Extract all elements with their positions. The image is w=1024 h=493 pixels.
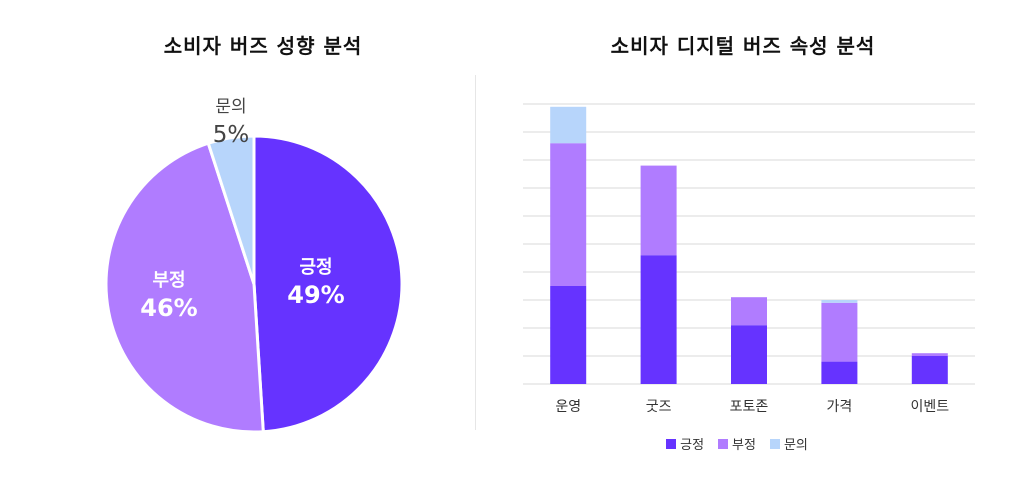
bar-negative-1 <box>640 165 677 256</box>
pie-slice-negative <box>104 141 265 434</box>
pie-value-negative: 46% <box>140 294 197 322</box>
pie-label-positive: 긍정 <box>299 257 332 278</box>
legend-item-positive: 긍정 <box>666 434 704 453</box>
legend-label-negative: 부정 <box>732 438 756 453</box>
bar-positive-1 <box>640 255 677 384</box>
bar-negative-2 <box>731 297 767 326</box>
x-tick-label: 포토존 <box>730 399 769 415</box>
bar-positive-2 <box>731 325 767 384</box>
pie-label-inquiry: 문의 <box>215 97 246 117</box>
legend-swatch-negative <box>718 438 729 449</box>
bar-positive-3 <box>821 361 858 384</box>
x-tick-label: 이벤트 <box>910 399 949 415</box>
pie-value-positive: 49% <box>287 281 344 309</box>
bar-negative-4 <box>911 353 948 356</box>
x-tick-label: 가격 <box>827 399 853 415</box>
bar-positive-0 <box>550 286 587 384</box>
legend-swatch-positive <box>666 438 677 449</box>
bar-negative-3 <box>821 302 858 362</box>
legend-swatch-inquiry <box>769 438 780 449</box>
pie-slice-positive <box>252 134 404 434</box>
bar-chart-legend: 긍정 부정 문의 <box>500 434 974 453</box>
pie-chart-title: 소비자 버즈 성향 분석 <box>163 34 363 58</box>
bar-positive-4 <box>911 356 948 384</box>
x-tick-label: 굿즈 <box>646 399 672 415</box>
x-tick-label: 운영 <box>555 399 581 415</box>
bar-negative-0 <box>550 143 587 286</box>
legend-label-positive: 긍정 <box>680 438 705 453</box>
bar-inquiry-3 <box>821 300 858 303</box>
panel-divider <box>475 75 476 430</box>
bar-chart-title: 소비자 디지털 버즈 속성 분석 <box>610 34 876 58</box>
legend-item-inquiry: 문의 <box>769 434 808 453</box>
bar-inquiry-0 <box>550 106 587 144</box>
pie-label-negative: 부정 <box>152 270 185 291</box>
pie-slice-inquiry <box>206 134 256 285</box>
bar-chart-plot: 운영 굿즈 포토존 가격 이벤트 <box>523 103 975 415</box>
legend-item-negative: 부정 <box>718 434 756 453</box>
legend-label-inquiry: 문의 <box>783 438 808 453</box>
pie-value-inquiry: 5% <box>213 122 250 148</box>
